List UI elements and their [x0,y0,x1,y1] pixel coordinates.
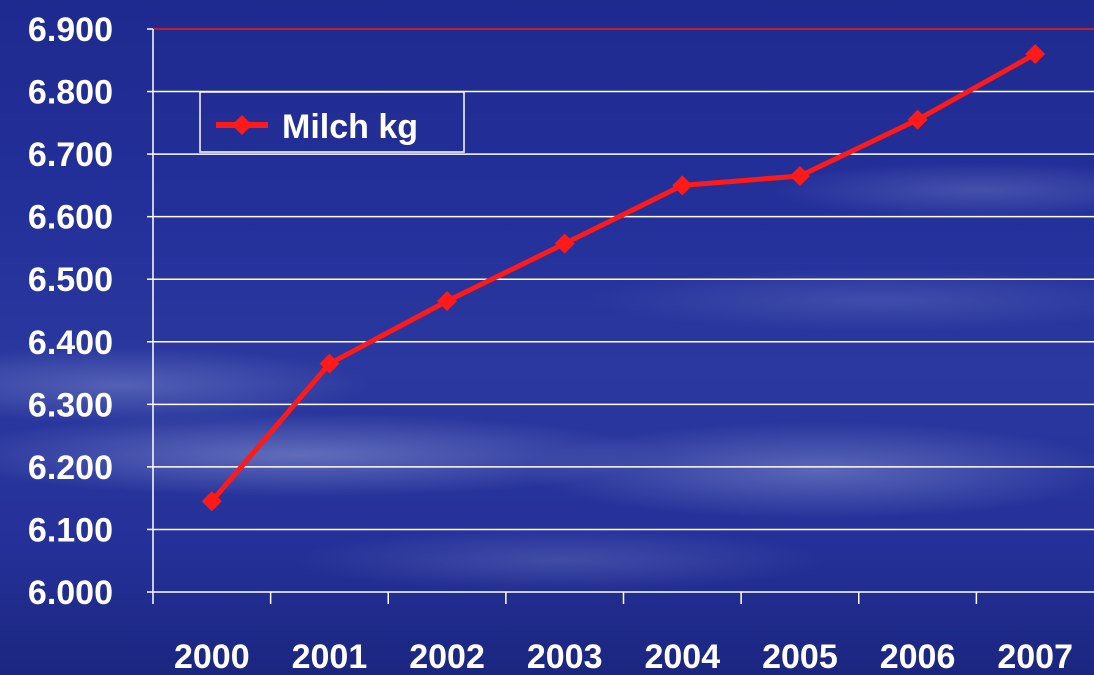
x-axis-tick-label: 2005 [762,638,838,675]
x-axis-tick-labels: 2000 2001 2002 2003 2004 2005 2006 2007 [174,638,1073,675]
x-axis-tick-label: 2002 [409,638,485,675]
data-point-marker [1025,44,1046,65]
y-axis-tick-labels: 6.000 6.100 6.200 6.300 6.400 6.500 6.600 6.700… [28,11,113,612]
series-milch-kg [201,44,1046,512]
data-point-marker [201,491,222,512]
x-axis-tick-label: 2000 [174,638,250,675]
x-axis-tick-label: 2004 [644,638,720,675]
y-axis-tick-label: 6.700 [28,136,113,174]
y-axis-tick-label: 6.500 [28,261,113,299]
y-axis-tick-label: 6.600 [28,199,113,237]
y-axis-tick-label: 6.900 [28,11,113,49]
gridlines [153,28,1094,531]
y-axis-tick-label: 6.100 [28,511,113,549]
y-axis-tick-label: 6.300 [28,386,113,424]
series-line [209,51,1037,503]
x-axis-tick-label: 2007 [997,638,1073,675]
data-point-marker [437,291,458,312]
y-axis-tick-label: 6.200 [28,449,113,487]
data-point-marker [554,233,575,254]
axes [147,28,1094,604]
data-point-marker [672,175,693,196]
x-axis-tick-label: 2001 [292,638,368,675]
y-axis-tick-label: 6.800 [28,74,113,112]
data-point-marker [789,166,810,187]
legend-box [199,91,465,153]
legend-label: Milch kg [282,108,418,146]
y-axis-tick-label: 6.400 [28,324,113,362]
legend-diamond-marker [232,115,252,135]
data-point-marker [907,109,928,130]
data-point-marker [319,353,340,374]
x-axis-tick-label: 2006 [880,638,956,675]
x-axis-tick-label: 2003 [527,638,603,675]
legend: Milch kg [199,91,465,153]
y-axis-tick-label: 6.000 [28,574,113,612]
